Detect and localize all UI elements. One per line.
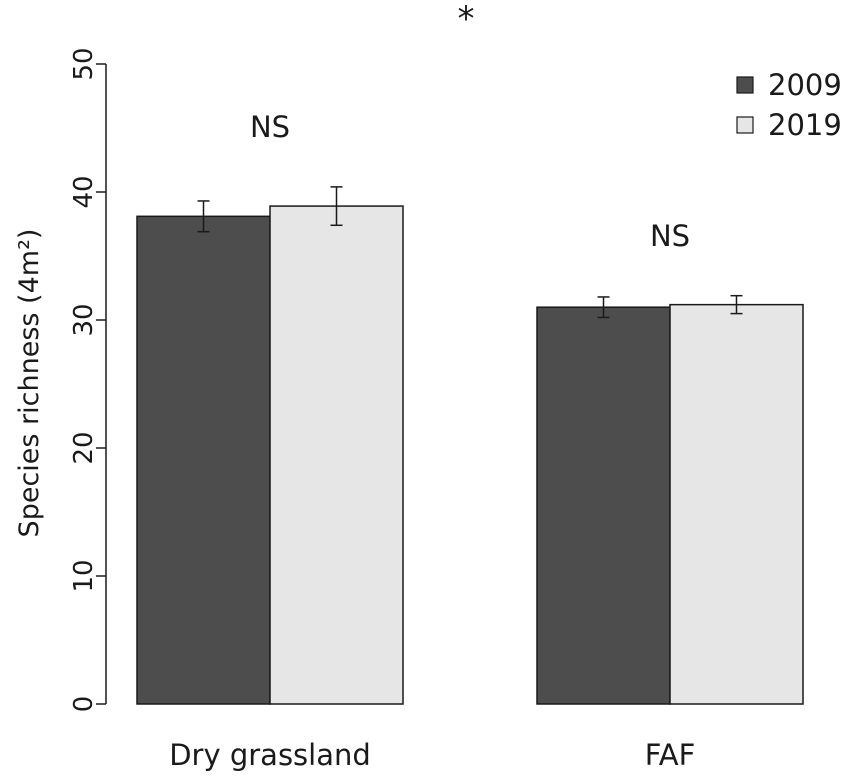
legend-label: 2009 bbox=[768, 68, 842, 102]
error-bar bbox=[597, 296, 610, 319]
y-tick-label: 0 bbox=[69, 696, 99, 713]
ns-annotation: NS bbox=[650, 219, 690, 253]
annotations: NS NS bbox=[250, 110, 690, 253]
legend-swatch bbox=[736, 76, 754, 94]
y-axis: 0 10 20 30 40 50 bbox=[69, 47, 107, 713]
legend-item-2019: 2019 bbox=[736, 108, 842, 142]
error-bars bbox=[197, 186, 743, 319]
x-tick-label: FAF bbox=[645, 738, 696, 772]
bar-faf-2009 bbox=[536, 306, 671, 705]
error-bar bbox=[330, 186, 343, 227]
bar-dry-grassland-2009 bbox=[136, 215, 271, 705]
bar-dry-grassland-2019 bbox=[269, 205, 404, 705]
significance-marker: * bbox=[458, 0, 475, 39]
bar-faf-2019 bbox=[669, 303, 804, 705]
error-bar bbox=[197, 200, 210, 233]
legend-item-2009: 2009 bbox=[736, 68, 842, 102]
bars bbox=[136, 205, 804, 705]
x-tick-label: Dry grassland bbox=[169, 738, 371, 772]
y-axis-label: Species richness (4m²) bbox=[14, 229, 45, 538]
legend-swatch bbox=[736, 116, 754, 134]
y-tick-label: 10 bbox=[69, 559, 99, 592]
y-tick-label: 20 bbox=[69, 431, 99, 464]
category-labels: Dry grassland FAF bbox=[169, 738, 695, 772]
y-tick-label: 40 bbox=[69, 175, 99, 208]
y-tick-label: 50 bbox=[69, 47, 99, 80]
legend-label: 2019 bbox=[768, 108, 842, 142]
y-tick-label: 30 bbox=[69, 303, 99, 336]
legend: 2009 2019 bbox=[736, 68, 842, 142]
error-bar bbox=[730, 294, 743, 315]
ns-annotation: NS bbox=[250, 110, 290, 144]
